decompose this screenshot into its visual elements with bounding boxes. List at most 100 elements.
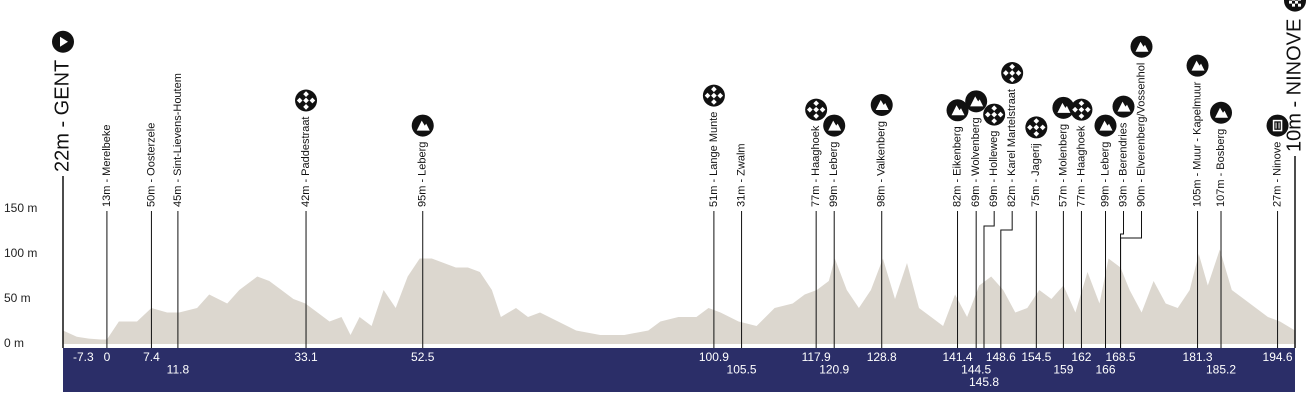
icon-cobbles [1070,98,1093,121]
icon-glyph [1009,63,1016,70]
km-label: 105.5 [727,363,757,377]
icon-glyph [828,120,842,131]
icon-glyph [813,106,819,113]
km-label: 52.5 [411,350,435,364]
icon-climb [1112,95,1135,118]
icon-glyph [711,86,717,93]
icon-cobbles [1001,62,1024,85]
icon-finish [1284,0,1306,12]
point-label: 82m - Eikenberg [951,126,963,207]
icon-glyph [711,92,717,99]
start-km-label: -7.3 [73,350,94,364]
km-label: 168.5 [1106,350,1136,364]
y-tick-label: 100 m [4,246,37,260]
icon-bg [1266,114,1289,137]
km-label: 120.9 [819,363,849,377]
icon-glyph [1292,3,1295,7]
point-label: 45m - Sint-Lievens-Houtem [172,73,184,207]
icon-glyph [991,111,998,118]
icon-climb [1094,114,1117,137]
icon-glyph [60,36,68,47]
icon-glyph [1078,100,1085,107]
point-label: 77m - Haaghoek [1075,125,1087,207]
y-tick-label: 50 m [4,291,31,305]
point-label: 27m - Ninove [1271,142,1283,207]
point-label: 95m - Leberg [417,142,429,207]
icon-glyph [1033,118,1040,124]
icon-glyph [1289,0,1292,4]
km-band [63,348,1295,392]
icon-glyph [1033,124,1040,131]
point-line [1000,211,1013,348]
finish-label: 10m - NINOVE [1283,19,1305,152]
icon-glyph [1009,70,1016,76]
km-label: 145.8 [969,375,999,389]
km-label: 33.1 [294,350,318,364]
icon-glyph [1078,106,1085,113]
icon-cobbles [1025,116,1048,139]
icon-glyph [813,100,819,107]
elevation-profile [63,249,1295,344]
icon-climb [870,93,893,116]
icon-cobbles [702,84,725,107]
km-label: 166 [1095,363,1115,377]
km-label: 100.9 [699,350,729,364]
icon-glyph [1292,0,1295,1]
point-line [983,211,995,348]
icon-glyph [1295,0,1298,4]
point-label: 57m - Molenberg [1057,124,1069,207]
icon-cobbles [983,103,1006,126]
y-tick-label: 0 m [4,336,24,350]
icon-glyph [1033,130,1040,137]
point-label: 75m - Jagerij [1030,143,1042,207]
km-label: 154.5 [1021,350,1051,364]
point-label: 51m - Lange Munte [708,112,720,207]
icon-glyph [813,113,819,119]
km-label: 194.6 [1263,350,1293,364]
icon-sprint [1266,114,1289,137]
point-label: 77m - Haaghoek [810,125,822,207]
icon-glyph [1009,76,1016,83]
point-label: 93m - Berendries [1117,122,1129,207]
icon-glyph [1272,119,1283,132]
icon-glyph [416,120,430,131]
icon-climb [965,90,988,113]
icon-start [52,30,74,53]
icon-climb [411,114,434,137]
icon-glyph [1117,101,1131,112]
km-label: 181.3 [1183,350,1213,364]
icon-climb [946,99,969,122]
icon-glyph [1298,0,1301,1]
y-tick-label: 150 m [4,201,37,215]
point-label: 105m - Muur - Kapelmuur [1191,81,1203,207]
point-label: 82m - Karel Martelstraat [1006,89,1018,207]
km-label: 11.8 [167,363,190,377]
icon-glyph [951,105,965,116]
icon-glyph [1191,60,1205,71]
icon-glyph [1215,107,1229,118]
point-label: 31m - Zwalm [735,143,747,207]
point-label: 42m - Paddestraat [300,117,312,208]
km-label: 159 [1053,363,1073,377]
km-label: 162 [1071,350,1091,364]
icon-glyph [1099,120,1113,131]
icon-climb [823,114,846,137]
km-label: 144.5 [961,363,991,377]
point-label: 99m - Leberg [1099,142,1111,207]
km-label: 0 [104,350,111,364]
point-label: 90m - Elverenberg/Vossenhol [1135,63,1147,207]
point-label: 13m - Merelbeke [101,124,113,207]
icon-glyph [970,96,984,107]
point-label: 107m - Bosberg [1215,129,1227,207]
km-label: 148.6 [986,350,1016,364]
point-line [1120,211,1143,348]
km-label: 185.2 [1206,363,1236,377]
icon-glyph [1298,3,1301,7]
icon-cobbles [295,89,318,112]
icon-glyph [875,99,889,110]
km-label: 128.8 [867,350,897,364]
icon-glyph [991,105,998,112]
icon-glyph [1135,41,1149,52]
